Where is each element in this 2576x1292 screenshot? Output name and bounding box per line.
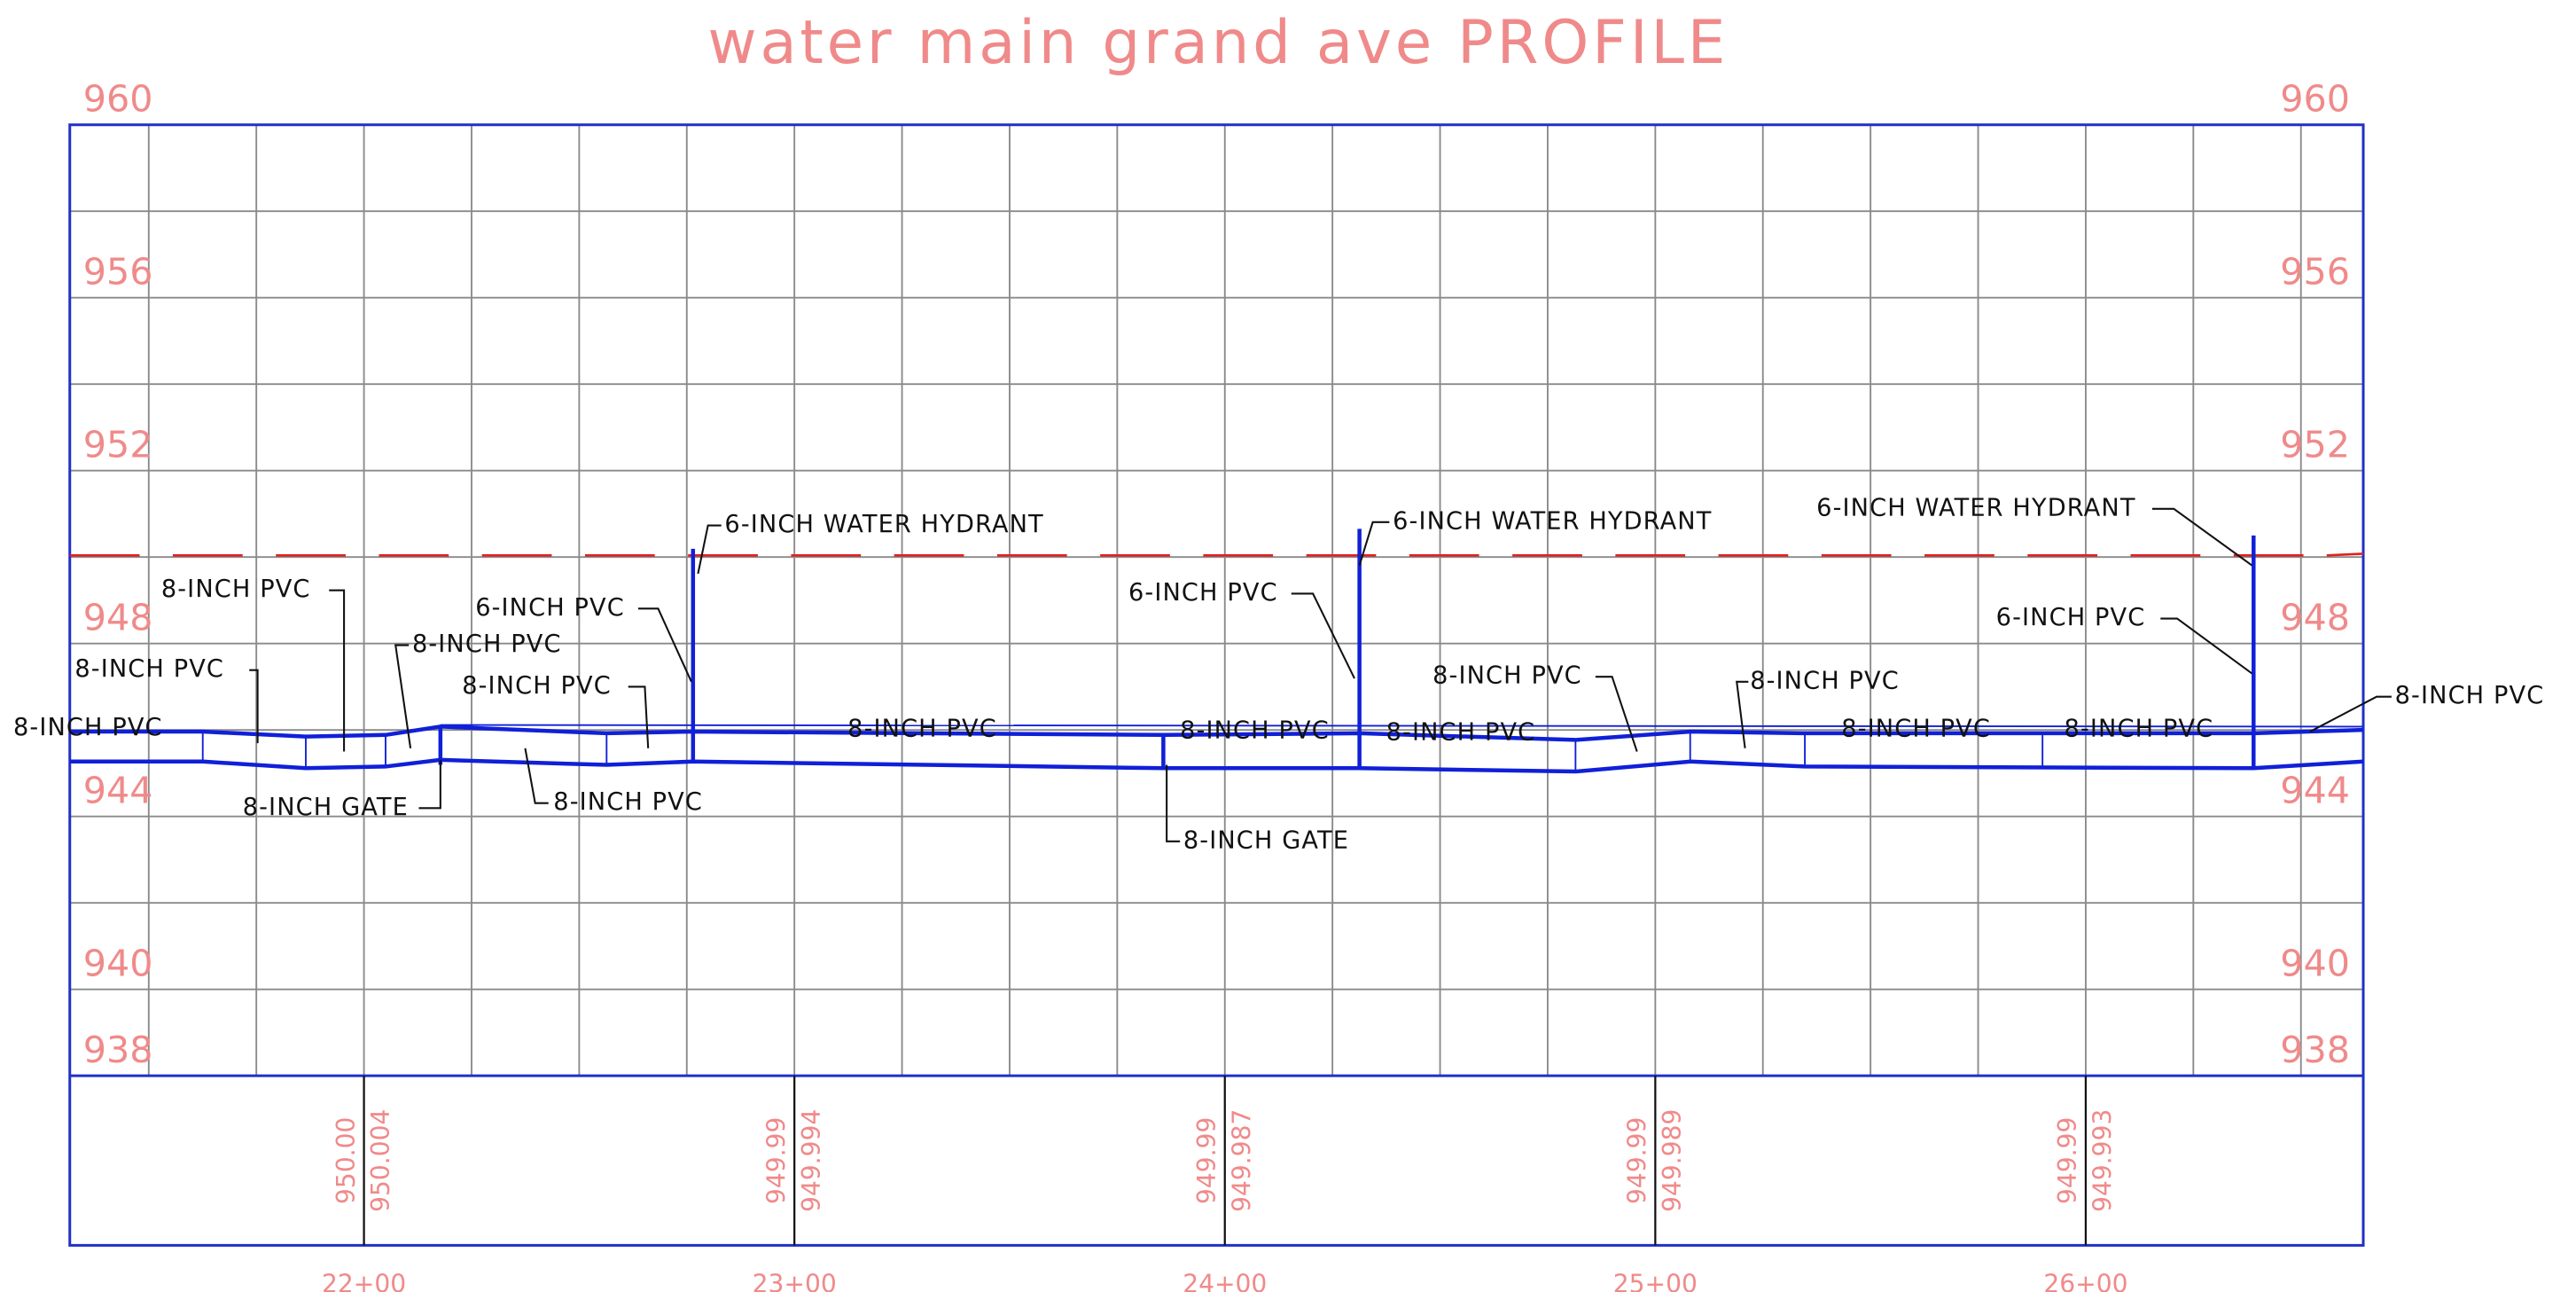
elevation-label: 960 (83, 77, 153, 120)
elevation-label: 948 (83, 596, 153, 638)
profile-existing: 949.99 (1192, 1117, 1222, 1204)
callout: 8-INCH GATE (1183, 826, 1349, 854)
profile-proposed: 949.993 (2088, 1109, 2118, 1212)
callout: 8-INCH PVC (2065, 716, 2214, 743)
elevation-label: 944 (83, 769, 153, 811)
elevation-label: 952 (2280, 423, 2350, 466)
callout: 6-INCH WATER HYDRANT (724, 511, 1043, 538)
station-label: 22+00 (322, 1269, 406, 1292)
pipe-top (69, 724, 2364, 742)
profile-proposed: 950.004 (366, 1109, 395, 1212)
elevation-label: 960 (2280, 77, 2350, 120)
callout: 8-INCH PVC (553, 788, 703, 816)
elevation-label: 948 (2280, 596, 2350, 638)
callout: 8-INCH PVC (412, 630, 562, 658)
profile-proposed: 949.987 (1227, 1109, 1256, 1212)
callout: 8-INCH PVC (462, 672, 612, 700)
callout: 8-INCH PVC (1386, 718, 1536, 746)
callout: 8-INCH PVC (1841, 716, 1991, 743)
callouts: 8-INCH PVC 8-INCH PVC 8-INCH PVC 8-INCH PVC… (13, 494, 2545, 854)
profile-existing: 949.99 (2053, 1117, 2082, 1204)
elevation-label: 952 (83, 423, 153, 466)
station-label: 26+00 (2043, 1269, 2127, 1292)
callout: 8-INCH PVC (847, 716, 997, 743)
pipe-bottom (69, 757, 2364, 774)
frame (68, 123, 2365, 1247)
fittings (438, 529, 2256, 771)
elevation-label: 940 (83, 942, 153, 984)
callout: 8-INCH PVC (161, 576, 311, 603)
elevation-label: 956 (83, 250, 153, 293)
callout: 8-INCH PVC (13, 714, 163, 741)
title: water main grand ave PROFILE (707, 7, 1729, 77)
station-label: 25+00 (1613, 1269, 1698, 1292)
profile-existing: 950.00 (332, 1117, 361, 1204)
callout: 8-INCH PVC (1432, 662, 1582, 690)
grid (69, 124, 2364, 1077)
elevation-label: 956 (2280, 250, 2350, 293)
ground-line-end (2326, 552, 2364, 557)
profile-existing: 949.99 (1623, 1117, 1652, 1204)
station-label: 24+00 (1183, 1269, 1267, 1292)
callout: 8-INCH PVC (74, 655, 224, 683)
pipe-crown (440, 724, 2364, 728)
elevation-label: 938 (2280, 1029, 2350, 1071)
profile-proposed: 949.994 (797, 1109, 826, 1212)
callout: 8-INCH PVC (1180, 717, 1330, 745)
profile-proposed: 949.989 (1658, 1109, 1687, 1212)
callout: 8-INCH GATE (243, 794, 409, 821)
callout: 8-INCH PVC (1750, 667, 1900, 694)
leaders (249, 507, 2392, 842)
elevation-label: 940 (2280, 942, 2350, 984)
callout: 6-INCH WATER HYDRANT (1816, 494, 2135, 521)
profile-existing: 949.99 (761, 1117, 791, 1204)
station-label: 23+00 (753, 1269, 837, 1292)
elevation-label: 944 (2280, 769, 2350, 811)
callout: 6-INCH WATER HYDRANT (1393, 507, 1712, 535)
callout: 8-INCH PVC (2395, 682, 2545, 709)
pipe-joints (201, 732, 2044, 772)
callout: 6-INCH PVC (475, 594, 625, 622)
elevation-label: 938 (83, 1029, 153, 1071)
callout: 6-INCH PVC (1996, 604, 2146, 631)
callout: 6-INCH PVC (1128, 579, 1278, 607)
